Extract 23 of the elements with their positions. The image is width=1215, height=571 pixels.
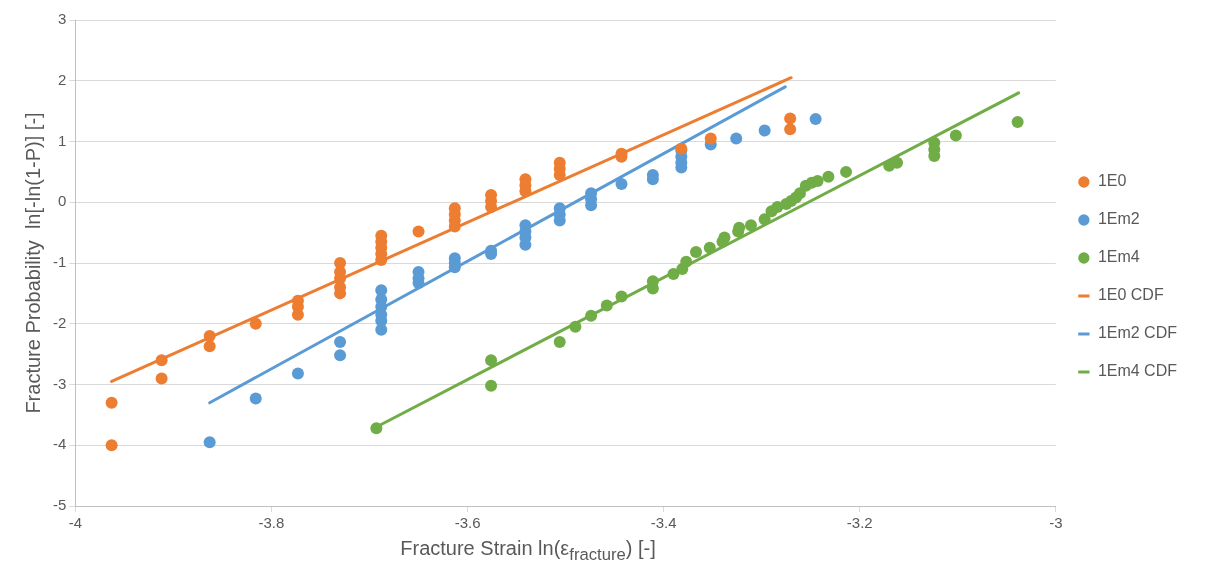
y-axis-title: Fracture Probability ln[-ln(1-P)] [-] [21,112,44,414]
y-tick-label: -3 [52,374,67,392]
x-tick-label: -4 [68,514,83,532]
x-tick-label: -3 [1049,514,1063,532]
x-tick-label: -3.6 [454,514,481,532]
y-tick-label: -1 [52,253,67,271]
y-tick-label: -2 [52,313,67,331]
legend-label: 1E0 CDF [1097,286,1164,304]
legend-label: 1Em4 [1097,248,1140,266]
y-tick-label: 2 [57,70,67,88]
x-tick-label: -3.4 [650,514,677,532]
y-tick-label: 0 [57,192,67,210]
x-tick-label: -3.8 [258,514,285,532]
x-axis-title: Fracture Strain ln(ε$_{fracture}$) [-] [399,536,657,566]
legend-label: 1Em2 [1097,210,1140,228]
y-tick-label: 3 [57,10,67,28]
y-tick-label: -4 [52,435,67,453]
legend-label: 1E0 [1097,172,1127,190]
legend-label: 1Em4 CDF [1097,362,1178,380]
x-tick-label: -3.2 [846,514,873,532]
legend-label: 1Em2 CDF [1097,324,1178,342]
y-tick-label: 1 [57,131,67,149]
y-tick-label: -5 [52,496,67,514]
